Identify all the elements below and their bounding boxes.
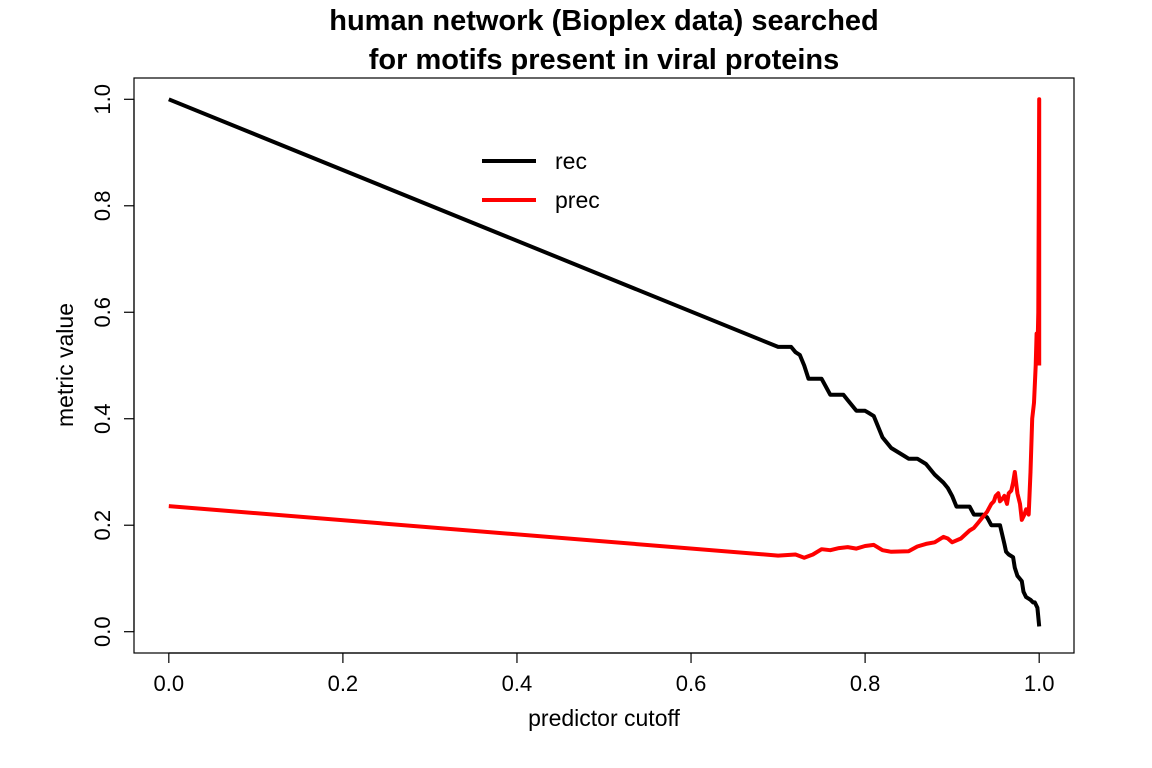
x-tick-label: 0.6 — [676, 671, 707, 696]
x-tick-label: 1.0 — [1024, 671, 1055, 696]
y-axis: 0.0 0.2 0.4 0.6 0.8 1.0 — [90, 84, 135, 647]
legend: rec prec — [482, 148, 600, 213]
series-layer — [168, 97, 1042, 627]
x-tick-label: 0.2 — [328, 671, 359, 696]
x-axis-label: predictor cutoff — [528, 705, 680, 731]
y-tick-label: 0.8 — [90, 190, 115, 221]
x-tick-label: 0.0 — [154, 671, 185, 696]
chart-title-line2: for motifs present in viral proteins — [369, 44, 840, 76]
y-axis-label: metric value — [52, 303, 78, 427]
series-line-prec — [168, 97, 1042, 560]
y-tick-label: 0.0 — [90, 616, 115, 647]
y-tick-label: 1.0 — [90, 84, 115, 115]
series-line-rec — [168, 97, 1042, 627]
y-tick-label: 0.6 — [90, 297, 115, 328]
y-tick-label: 0.4 — [90, 403, 115, 434]
legend-label-prec: prec — [555, 187, 600, 213]
x-tick-label: 0.4 — [502, 671, 533, 696]
y-tick-label: 0.2 — [90, 510, 115, 541]
plot-frame — [133, 77, 1075, 654]
chart-title-line1: human network (Bioplex data) searched — [329, 5, 879, 37]
x-axis: 0.0 0.2 0.4 0.6 0.8 1.0 — [154, 652, 1055, 696]
legend-label-rec: rec — [555, 148, 587, 174]
x-tick-label: 0.8 — [850, 671, 881, 696]
